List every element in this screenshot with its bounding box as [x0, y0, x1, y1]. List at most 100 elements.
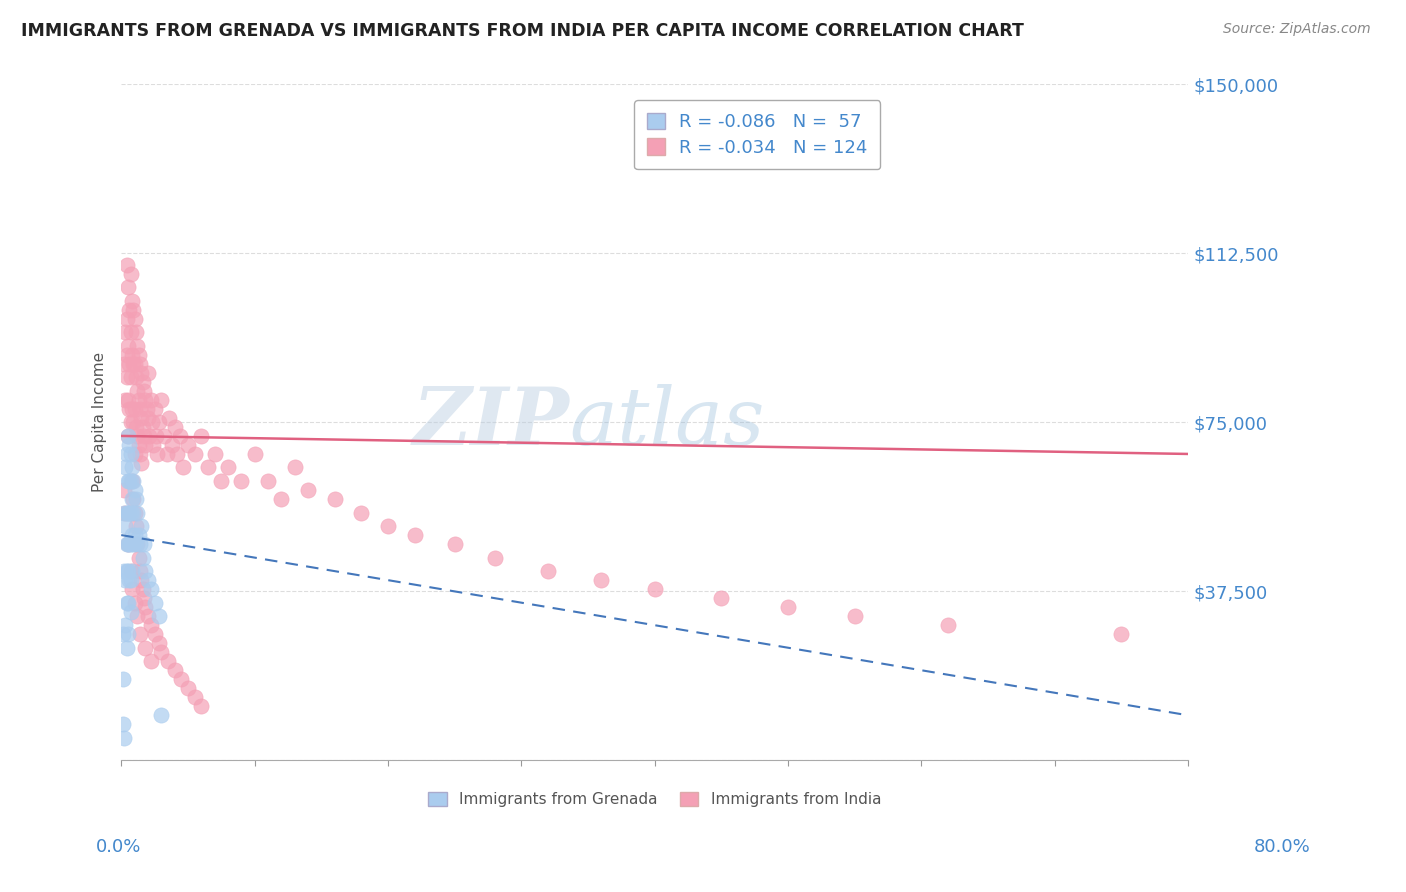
- Point: [135, 401, 157, 416]
- Point: [197, 460, 219, 475]
- Point: [125, 420, 148, 434]
- Point: [134, 564, 156, 578]
- Point: [170, 673, 193, 687]
- Point: [117, 564, 139, 578]
- Point: [128, 447, 150, 461]
- Point: [114, 460, 136, 475]
- Point: [284, 460, 307, 475]
- Point: [141, 416, 163, 430]
- Point: [146, 447, 169, 461]
- Text: Source: ZipAtlas.com: Source: ZipAtlas.com: [1223, 22, 1371, 37]
- Point: [120, 326, 142, 340]
- Point: [270, 491, 292, 506]
- Point: [128, 528, 150, 542]
- Point: [114, 618, 136, 632]
- Point: [134, 600, 156, 615]
- Point: [134, 392, 156, 407]
- Point: [129, 519, 152, 533]
- Point: [122, 491, 145, 506]
- Point: [111, 673, 134, 687]
- Text: IMMIGRANTS FROM GRENADA VS IMMIGRANTS FROM INDIA PER CAPITA INCOME CORRELATION C: IMMIGRANTS FROM GRENADA VS IMMIGRANTS FR…: [21, 22, 1024, 40]
- Point: [139, 654, 162, 668]
- Point: [177, 681, 200, 696]
- Point: [139, 618, 162, 632]
- Point: [156, 654, 179, 668]
- Point: [350, 506, 373, 520]
- Point: [121, 564, 143, 578]
- Point: [134, 640, 156, 655]
- Point: [117, 596, 139, 610]
- Point: [118, 506, 141, 520]
- Point: [115, 370, 138, 384]
- Point: [128, 401, 150, 416]
- Point: [163, 420, 186, 434]
- Point: [936, 618, 959, 632]
- Point: [131, 550, 153, 565]
- Point: [115, 447, 138, 461]
- Point: [120, 537, 142, 551]
- Point: [125, 491, 148, 506]
- Point: [114, 506, 136, 520]
- Point: [125, 370, 148, 384]
- Text: 80.0%: 80.0%: [1254, 838, 1310, 855]
- Point: [125, 326, 148, 340]
- Point: [177, 438, 200, 452]
- Point: [117, 474, 139, 488]
- Point: [163, 663, 186, 677]
- Point: [484, 550, 506, 565]
- Point: [138, 429, 160, 443]
- Y-axis label: Per Capita Income: Per Capita Income: [93, 352, 107, 492]
- Point: [143, 401, 166, 416]
- Point: [120, 416, 142, 430]
- Point: [114, 519, 136, 533]
- Point: [118, 302, 141, 317]
- Point: [124, 596, 146, 610]
- Point: [204, 447, 226, 461]
- Point: [128, 357, 150, 371]
- Point: [776, 600, 799, 615]
- Point: [132, 591, 155, 606]
- Point: [115, 506, 138, 520]
- Point: [114, 392, 136, 407]
- Point: [129, 411, 152, 425]
- Point: [124, 528, 146, 542]
- Point: [157, 411, 180, 425]
- Point: [153, 429, 176, 443]
- Point: [443, 537, 465, 551]
- Point: [118, 573, 141, 587]
- Point: [139, 392, 162, 407]
- Point: [115, 348, 138, 362]
- Point: [127, 609, 149, 624]
- Point: [297, 483, 319, 497]
- Point: [209, 474, 232, 488]
- Point: [257, 474, 280, 488]
- Point: [120, 267, 142, 281]
- Point: [121, 460, 143, 475]
- Point: [117, 429, 139, 443]
- Point: [115, 640, 138, 655]
- Point: [131, 582, 153, 596]
- Point: [112, 506, 135, 520]
- Point: [404, 528, 426, 542]
- Point: [117, 506, 139, 520]
- Point: [121, 474, 143, 488]
- Point: [118, 474, 141, 488]
- Point: [132, 537, 155, 551]
- Point: [131, 420, 153, 434]
- Point: [129, 456, 152, 470]
- Point: [120, 564, 142, 578]
- Point: [148, 416, 170, 430]
- Point: [127, 339, 149, 353]
- Text: ZIP: ZIP: [412, 384, 569, 461]
- Point: [118, 438, 141, 452]
- Point: [127, 384, 149, 398]
- Point: [128, 392, 150, 407]
- Point: [112, 564, 135, 578]
- Point: [136, 573, 159, 587]
- Point: [128, 537, 150, 551]
- Point: [591, 573, 613, 587]
- Point: [121, 348, 143, 362]
- Point: [115, 596, 138, 610]
- Point: [143, 596, 166, 610]
- Point: [150, 708, 173, 723]
